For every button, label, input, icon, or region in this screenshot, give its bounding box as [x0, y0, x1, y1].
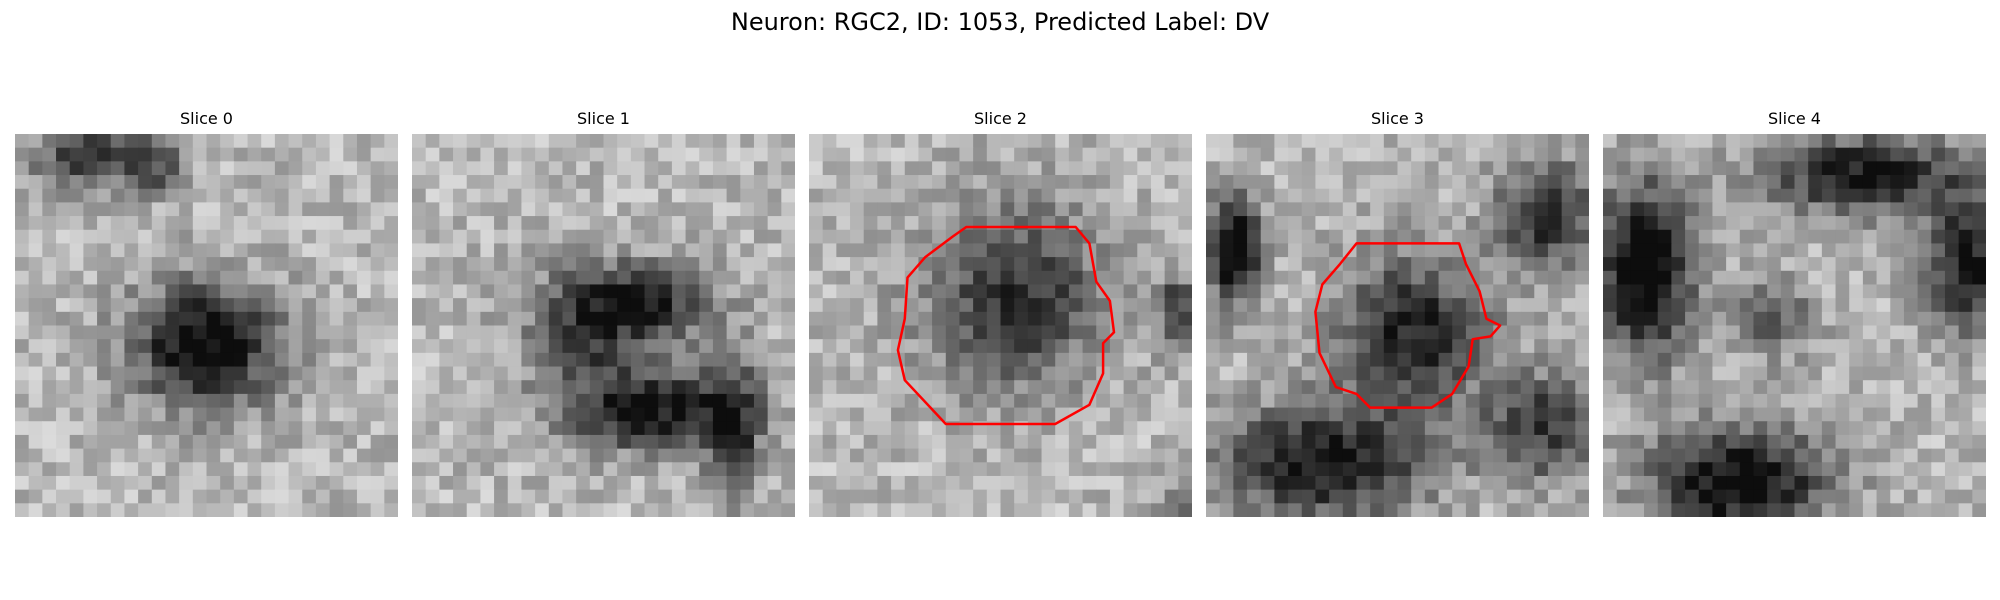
slice-image — [809, 134, 1192, 517]
slice-panel-1: Slice 1 — [412, 0, 795, 520]
slice-title: Slice 2 — [974, 109, 1027, 128]
figure-title: Neuron: RGC2, ID: 1053, Predicted Label:… — [730, 8, 1270, 36]
slice-title: Slice 1 — [577, 109, 630, 128]
slice-title: Slice 3 — [1371, 109, 1424, 128]
slice-title: Slice 4 — [1768, 109, 1821, 128]
slice-title: Slice 0 — [180, 109, 233, 128]
slice-panel-3: Slice 3 — [1206, 0, 1589, 520]
segmentation-contour — [1314, 242, 1502, 409]
slice-panel-4: Slice 4 — [1603, 0, 1986, 520]
slice-image — [15, 134, 398, 517]
slice-image — [1206, 134, 1589, 517]
slice-image — [1603, 134, 1986, 517]
slice-panel-2: Slice 2 — [809, 0, 1192, 520]
slice-image — [412, 134, 795, 517]
slice-panel-0: Slice 0 — [15, 0, 398, 520]
segmentation-contour — [896, 225, 1116, 426]
